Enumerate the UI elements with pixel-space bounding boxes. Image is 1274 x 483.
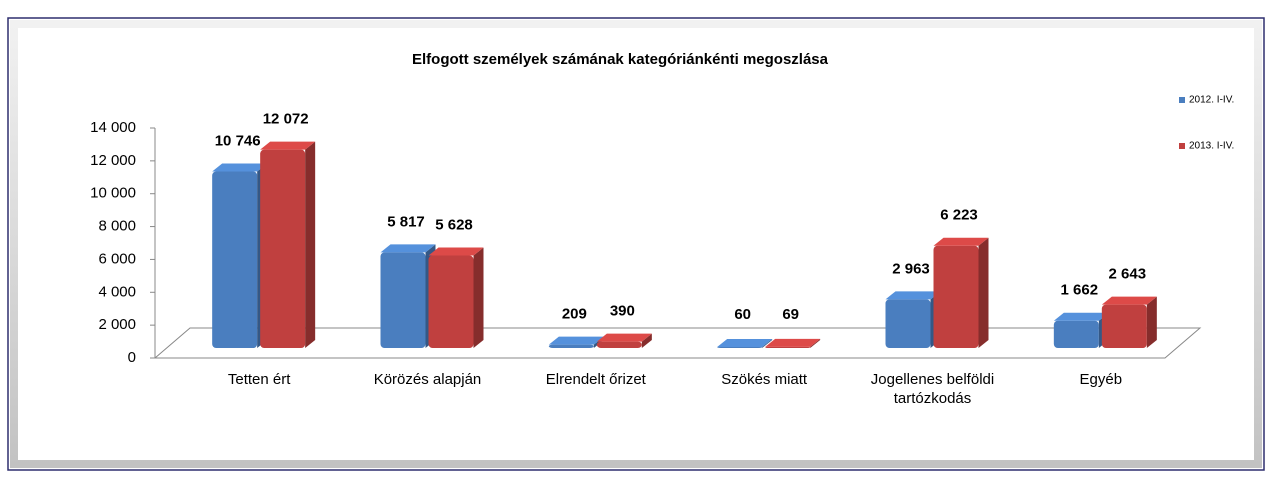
plot-background [22, 32, 1250, 456]
x-tick-label: Körözés alapján [373, 371, 482, 388]
bar-top [933, 237, 989, 246]
chart-title: Elfogott személyek számának kategóriánké… [412, 51, 829, 68]
y-tick-label: 12 000 [90, 152, 136, 169]
bar-side [810, 338, 821, 348]
value-label: 2 643 [1109, 266, 1147, 283]
bar-front [765, 346, 811, 348]
frame-shadow [10, 20, 1262, 468]
x-tick-label: Szökés miatt [721, 371, 808, 388]
legend-label: 2012. I-IV. [1189, 95, 1234, 106]
value-label: 69 [782, 306, 799, 323]
bar-front [428, 255, 474, 348]
y-tick-label: 6 000 [98, 250, 136, 267]
bar-front [596, 341, 642, 348]
bar-front [885, 299, 931, 348]
bar-side [641, 333, 652, 348]
bar-top [717, 339, 773, 348]
x-tick-label: Elrendelt őrizet [545, 371, 646, 388]
bar-side [473, 247, 484, 348]
bar-front [212, 171, 258, 348]
value-label: 5 817 [387, 213, 425, 230]
legend-swatch [1179, 143, 1185, 149]
bar-top [1053, 312, 1109, 321]
bar-top [885, 291, 941, 300]
bar-side [1146, 296, 1157, 348]
value-label: 6 223 [940, 207, 978, 224]
bar-front [1053, 320, 1099, 348]
value-label: 10 746 [215, 132, 261, 149]
bar-top [212, 163, 268, 172]
x-tick-label: Tetten ért [227, 371, 291, 388]
bar-top [428, 247, 484, 256]
y-tick-label: 0 [128, 349, 136, 366]
value-label: 1 662 [1061, 282, 1099, 299]
value-label: 390 [610, 303, 635, 320]
y-tick-label: 14 000 [90, 119, 136, 136]
y-tick-label: 2 000 [98, 316, 136, 333]
value-label: 60 [734, 306, 751, 323]
y-tick-label: 8 000 [98, 218, 136, 235]
bar-side [978, 237, 989, 348]
legend-swatch [1179, 97, 1185, 103]
bar-side [762, 339, 773, 348]
bar-top [260, 141, 316, 150]
bar-front [548, 344, 594, 348]
bar-side [305, 141, 316, 348]
value-label: 12 072 [263, 111, 309, 128]
bar-top [380, 244, 436, 253]
value-label: 209 [562, 306, 587, 323]
value-label: 2 963 [892, 260, 930, 277]
y-tick-label: 4 000 [98, 283, 136, 300]
bar-top [548, 336, 604, 345]
bar-front [717, 347, 763, 348]
value-label: 5 628 [435, 217, 473, 234]
y-tick-label: 10 000 [90, 185, 136, 202]
x-tick-label: Jogellenes belföldi tartózkodás [870, 371, 995, 407]
x-tick-label: Egyéb [1079, 371, 1123, 388]
legend-label: 2013. I-IV. [1189, 141, 1234, 152]
bar-top [1101, 296, 1157, 305]
bar-front [1101, 304, 1147, 348]
bar-front [380, 252, 426, 348]
bar-top [596, 333, 652, 342]
bar-top [765, 338, 821, 347]
bar-front [260, 149, 306, 348]
bar-front [933, 245, 979, 348]
